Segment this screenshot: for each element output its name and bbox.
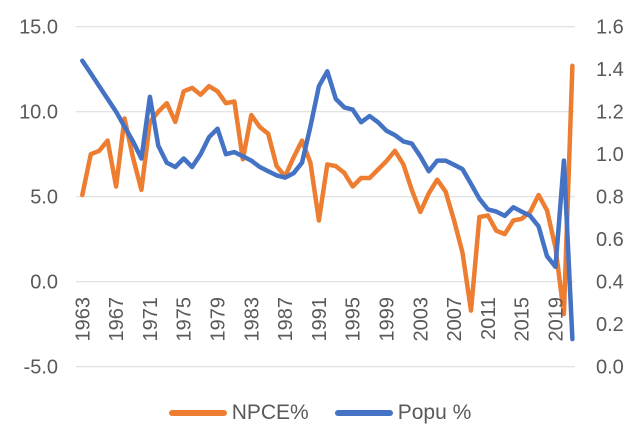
right-axis-tick-label: 0.2: [596, 314, 624, 336]
right-axis-tick-label: 1.6: [596, 17, 624, 39]
npce-series-line[interactable]: [80, 63, 575, 317]
x-axis-tick-label: 2011: [478, 297, 500, 340]
right-axis-tick-label: 0.8: [596, 187, 624, 209]
legend-item-npce[interactable]: NPCE%: [168, 401, 309, 424]
left-axis-tick-label: 5.0: [30, 187, 58, 209]
x-axis-tick-label: 1987: [275, 297, 297, 342]
popu-legend-label: Popu %: [397, 401, 472, 424]
chart-legend: NPCE% Popu %: [0, 402, 640, 423]
right-axis-tick-label: 0.4: [596, 272, 624, 294]
npce-legend-label: NPCE%: [231, 401, 309, 424]
x-axis-tick-label: 1963: [72, 297, 94, 342]
left-axis-tick-label: 10.0: [19, 102, 58, 124]
npce-legend-swatch: [168, 409, 227, 416]
right-axis-tick-label: 1.2: [596, 102, 624, 124]
left-axis-tick-label: 15.0: [19, 17, 58, 39]
x-axis-tick-label: 2015: [512, 297, 534, 342]
x-axis-tick-label: 1967: [106, 297, 128, 342]
right-axis-tick-label: 1.4: [596, 59, 624, 81]
x-axis-tick-label: 1983: [241, 297, 263, 342]
x-axis-tick-label: 2019: [546, 297, 568, 342]
right-axis-tick-label: 0.0: [596, 357, 624, 379]
x-axis-tick-label: 1991: [309, 297, 331, 342]
x-axis-tick-label: 1999: [377, 297, 399, 342]
series-layer: [80, 58, 575, 342]
left-axis-tick-label: -5.0: [24, 357, 58, 379]
legend-item-popu[interactable]: Popu %: [334, 401, 472, 424]
left-axis-tick-label: 0.0: [30, 272, 58, 294]
right-axis-tick-label: 1.0: [596, 144, 624, 166]
right-axis-tick-label: 0.6: [596, 229, 624, 251]
x-axis-tick-label: 1975: [174, 297, 196, 342]
popu-legend-swatch: [334, 409, 393, 416]
x-axis-tick-label: 2003: [410, 297, 432, 342]
x-axis-tick-label: 1995: [343, 297, 365, 342]
x-axis-tick-label: 2007: [444, 297, 466, 342]
x-axis-tick-label: 1971: [140, 297, 162, 342]
popu-series-line[interactable]: [80, 58, 575, 342]
axis-labels-layer: 15.0 10.0 5.0 0.0 -5.0 1.6 1.4 1.2 1.0 0.8 0.6 0.4 0…: [19, 17, 624, 379]
x-axis-tick-label: 1979: [208, 297, 230, 342]
